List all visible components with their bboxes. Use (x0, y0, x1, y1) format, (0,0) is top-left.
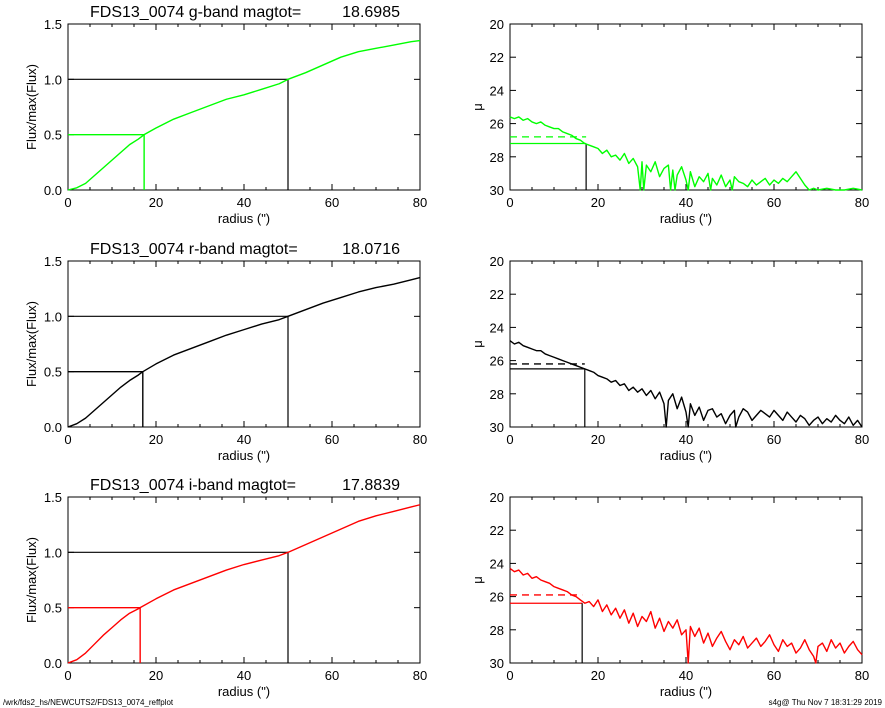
y-tick-label: 26 (490, 117, 504, 132)
x-tick-label: 60 (325, 668, 339, 683)
y-tick-label: 22 (490, 523, 504, 538)
y-tick-label: 28 (490, 150, 504, 165)
panel-i-flux: 0 20 40 60 80 0.0 0.5 1.0 1.5 radius (") Flux/max(… (24, 477, 427, 699)
panel-g-mu: 0 20 40 60 80 20 22 24 26 28 30 radius (") μ (470, 17, 869, 226)
x-tick-label: 60 (767, 668, 781, 683)
chart-title: FDS13_0074 g-band magtot= (90, 4, 301, 21)
x-tick-label: 0 (506, 668, 513, 683)
x-tick-label: 40 (237, 668, 251, 683)
y-tick-label: 0.5 (44, 365, 62, 380)
magtot-value: 17.8839 (342, 477, 400, 494)
y-tick-label: 20 (490, 254, 504, 269)
x-tick-label: 20 (591, 432, 605, 447)
y-tick-label: 20 (490, 17, 504, 32)
x-tick-label: 0 (506, 195, 513, 210)
magtot-value: 18.6985 (342, 4, 400, 21)
y-tick-label: 1.5 (44, 254, 62, 269)
y-tick-label: 1.0 (44, 309, 62, 324)
plot-frame (509, 23, 863, 191)
x-tick-label: 60 (325, 195, 339, 210)
x-axis-label: radius (") (218, 684, 270, 699)
y-tick-label: 24 (490, 83, 504, 98)
x-tick-label: 80 (855, 668, 869, 683)
x-tick-label: 20 (591, 668, 605, 683)
x-tick-label: 20 (591, 195, 605, 210)
plot-frame (67, 496, 421, 664)
y-tick-label: 22 (490, 50, 504, 65)
x-axis-label: radius (") (660, 211, 712, 226)
x-axis-label: radius (") (660, 684, 712, 699)
y-tick-label: 28 (490, 623, 504, 638)
x-tick-label: 60 (325, 432, 339, 447)
y-tick-label: 28 (490, 387, 504, 402)
profile-series-g (67, 39, 421, 191)
y-axis-label: μ (470, 340, 485, 348)
x-tick-label: 20 (149, 668, 163, 683)
y-tick-label: 0.5 (44, 128, 62, 143)
chart-title: FDS13_0074 r-band magtot= (90, 241, 298, 258)
y-tick-label: 1.5 (44, 17, 62, 32)
panel-r-mu: 0 20 40 60 80 20 22 24 26 28 30 radius (") μ (470, 254, 869, 463)
y-tick-label: 24 (490, 556, 504, 571)
plot-frame (67, 260, 421, 428)
profile-series-i (67, 504, 421, 664)
x-tick-label: 80 (855, 195, 869, 210)
x-axis-label: radius (") (660, 448, 712, 463)
y-tick-label: 1.0 (44, 545, 62, 560)
y-axis-label: Flux/max(Flux) (24, 301, 39, 387)
profile-series-r (67, 276, 421, 428)
x-tick-label: 80 (855, 432, 869, 447)
y-tick-label: 20 (490, 490, 504, 505)
plot-frame (67, 23, 421, 191)
x-axis-label: radius (") (218, 448, 270, 463)
x-tick-label: 60 (767, 195, 781, 210)
x-tick-label: 0 (506, 432, 513, 447)
magtot-value: 18.0716 (342, 241, 400, 258)
profile-series-g (509, 116, 863, 191)
y-axis-label: Flux/max(Flux) (24, 64, 39, 150)
panel-r-flux: 0 20 40 60 80 0.0 0.5 1.0 1.5 radius (") Flux/max(… (24, 241, 427, 463)
y-tick-label: 30 (490, 183, 504, 198)
y-tick-label: 0.0 (44, 420, 62, 435)
x-tick-label: 40 (679, 195, 693, 210)
x-tick-label: 80 (413, 668, 427, 683)
x-tick-label: 0 (64, 195, 71, 210)
y-tick-label: 26 (490, 354, 504, 369)
y-tick-label: 0.0 (44, 183, 62, 198)
x-tick-label: 80 (413, 195, 427, 210)
y-tick-label: 0.5 (44, 601, 62, 616)
x-tick-label: 60 (767, 432, 781, 447)
y-tick-label: 26 (490, 590, 504, 605)
y-axis-label: μ (470, 103, 485, 111)
x-tick-label: 40 (237, 432, 251, 447)
footer-timestamp: s4g@ Thu Nov 7 18:31:29 2019 (769, 698, 883, 707)
x-tick-label: 0 (64, 432, 71, 447)
x-tick-label: 0 (64, 668, 71, 683)
y-tick-label: 30 (490, 420, 504, 435)
y-tick-label: 0.0 (44, 656, 62, 671)
footer-path: /wrk/fds2_hs/NEWCUTS2/FDS13_0074_reffplo… (3, 698, 174, 707)
x-tick-label: 40 (679, 668, 693, 683)
y-tick-label: 1.5 (44, 490, 62, 505)
profile-series-r (509, 340, 863, 428)
panel-i-mu: 0 20 40 60 80 20 22 24 26 28 30 radius (") μ (470, 490, 869, 699)
x-tick-label: 20 (149, 195, 163, 210)
x-tick-label: 40 (237, 195, 251, 210)
y-tick-label: 30 (490, 656, 504, 671)
y-tick-label: 1.0 (44, 72, 62, 87)
y-tick-label: 22 (490, 287, 504, 302)
x-axis-label: radius (") (218, 211, 270, 226)
y-axis-label: Flux/max(Flux) (24, 537, 39, 623)
chart-title: FDS13_0074 i-band magtot= (90, 477, 296, 494)
y-axis-label: μ (470, 576, 485, 584)
plot-frame (509, 260, 863, 428)
y-tick-label: 24 (490, 320, 504, 335)
x-tick-label: 20 (149, 432, 163, 447)
x-tick-label: 40 (679, 432, 693, 447)
panel-g-flux: 0 20 40 60 80 0.0 0.5 1.0 1.5 radius (") Flux/max(… (24, 4, 427, 226)
profile-series-i (509, 567, 863, 664)
x-tick-label: 80 (413, 432, 427, 447)
